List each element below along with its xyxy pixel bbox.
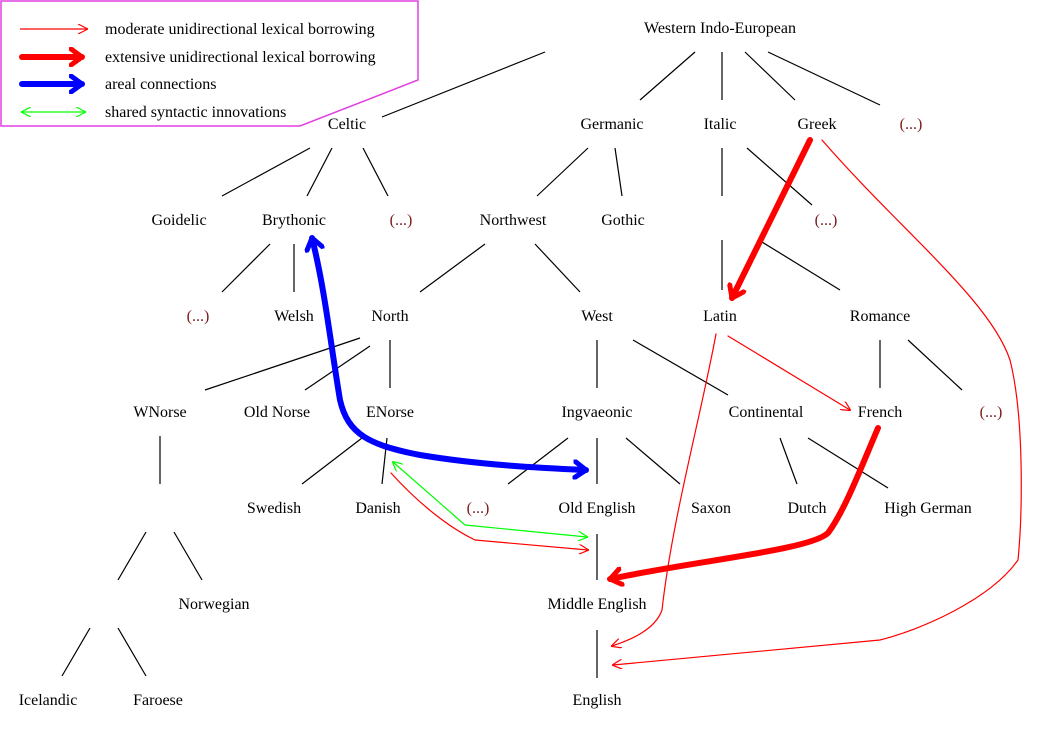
node-north: North xyxy=(371,308,408,325)
node-welsh: Welsh xyxy=(274,308,314,325)
tree-branch xyxy=(536,147,589,197)
node-highgerman: High German xyxy=(884,500,972,517)
legend-label-moderate: moderate unidirectional lexical borrowin… xyxy=(105,21,375,38)
node-greek: Greek xyxy=(797,116,836,133)
french-to-middle-english-arrow xyxy=(607,425,881,579)
tree-branch xyxy=(507,437,569,485)
node-french: French xyxy=(858,404,902,421)
node-continental: Continental xyxy=(729,404,804,421)
legend-label-syntactic: shared syntactic innovations xyxy=(105,104,286,121)
node-norwegian: Norwegian xyxy=(178,596,249,613)
node-bryth-other: (...) xyxy=(187,308,210,325)
node-ingv-other: (...) xyxy=(467,500,490,517)
tree-branch xyxy=(744,51,796,101)
legend-label-areal: areal connections xyxy=(105,76,217,93)
tree-branch xyxy=(614,147,623,197)
tree-branch xyxy=(381,51,546,118)
tree-branch xyxy=(221,243,271,293)
greek-to-english-arrow xyxy=(613,139,1022,665)
node-swedish: Swedish xyxy=(247,500,301,517)
node-ingvaeonic: Ingvaeonic xyxy=(561,404,632,421)
node-northwest: Northwest xyxy=(480,212,547,229)
tree-branch xyxy=(625,437,681,485)
node-oldnorse: Old Norse xyxy=(244,404,310,421)
node-english: English xyxy=(573,692,622,709)
tree-branch xyxy=(419,243,486,293)
legend-label-extensive: extensive unidirectional lexical borrowi… xyxy=(105,49,376,66)
tree-branch xyxy=(779,437,798,485)
greek-to-latin-arrow xyxy=(732,137,813,301)
node-faroese: Faroese xyxy=(133,692,183,709)
tree-branch xyxy=(767,51,881,106)
tree-branch xyxy=(639,51,696,101)
tree-branch xyxy=(117,627,147,677)
node-enorse: ENorse xyxy=(366,404,414,421)
tree-branch xyxy=(807,437,889,489)
node-icelandic: Icelandic xyxy=(19,692,78,709)
node-italic: Italic xyxy=(704,116,737,133)
node-romance-other: (...) xyxy=(980,404,1003,421)
latin-to-english-arrow xyxy=(612,333,717,646)
node-west: West xyxy=(581,308,613,325)
tree-branch xyxy=(761,241,841,291)
tree-branch xyxy=(117,531,147,581)
node-danish: Danish xyxy=(355,500,400,517)
tree-branch xyxy=(301,437,363,485)
tree-branch xyxy=(306,147,333,197)
tree-branch xyxy=(746,147,813,206)
node-brythonic: Brythonic xyxy=(262,212,326,229)
node-italic-other: (...) xyxy=(815,212,838,229)
brythonic-old-english-arrow xyxy=(312,235,589,470)
node-wie: Western Indo-European xyxy=(644,20,796,37)
enorse-middle-english-syntax-arrow xyxy=(393,462,587,537)
node-saxon: Saxon xyxy=(691,500,731,517)
danish-to-middle-english-arrow xyxy=(390,472,588,550)
tree-branch xyxy=(632,339,729,396)
node-middleenglish: Middle English xyxy=(547,596,646,613)
tree-branch xyxy=(221,147,311,197)
latin-to-french-arrow xyxy=(727,335,850,410)
legend: moderate unidirectional lexical borrowin… xyxy=(0,0,419,127)
legend-border xyxy=(0,0,419,127)
node-dutch: Dutch xyxy=(787,500,826,517)
node-gothic: Gothic xyxy=(601,212,645,229)
node-celtic-other: (...) xyxy=(390,212,413,229)
node-oldenglish: Old English xyxy=(559,500,636,517)
node-wnorse: WNorse xyxy=(133,404,186,421)
node-goidelic: Goidelic xyxy=(151,212,206,229)
node-celtic: Celtic xyxy=(328,116,366,133)
tree-branch xyxy=(907,339,963,391)
tree-branch xyxy=(61,627,91,677)
tree-branch xyxy=(362,147,389,197)
node-latin: Latin xyxy=(703,308,737,325)
relation-arrows xyxy=(312,137,1022,665)
tree-branch xyxy=(534,243,581,293)
node-romance: Romance xyxy=(850,308,910,325)
node-germanic: Germanic xyxy=(580,116,643,133)
node-labels: Western Indo-European Celtic Germanic Itali… xyxy=(19,20,1003,709)
tree-branch xyxy=(173,531,203,581)
node-wie-other: (...) xyxy=(900,116,923,133)
